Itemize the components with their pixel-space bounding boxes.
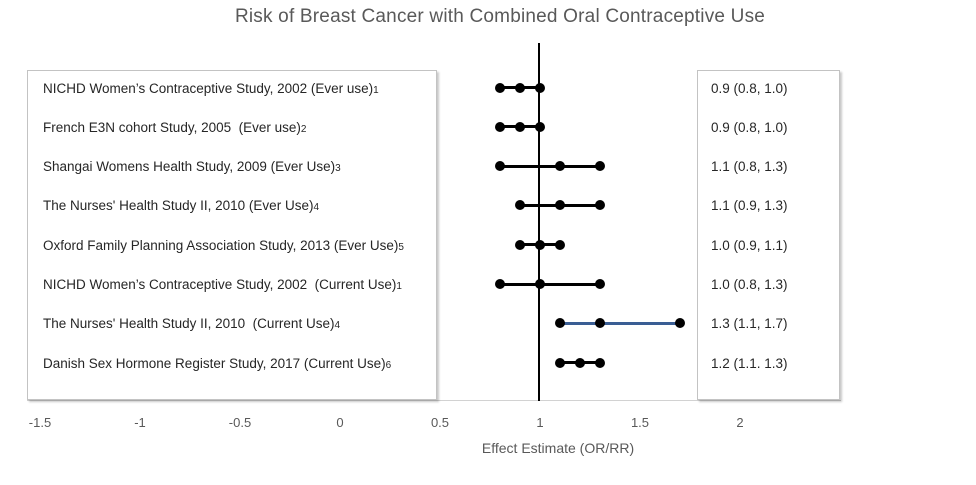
ci-dot bbox=[555, 357, 565, 368]
ci-dot bbox=[515, 82, 525, 93]
x-tick-label: 1.5 bbox=[630, 415, 650, 430]
ci-dot bbox=[555, 161, 565, 172]
study-label: NICHD Women’s Contraceptive Study, 2002 … bbox=[43, 79, 379, 99]
study-ref-number: 4 bbox=[334, 320, 341, 332]
ci-dot bbox=[595, 357, 605, 368]
study-label-text: French E3N cohort Study, 2005 (Ever use) bbox=[43, 119, 301, 135]
x-tick-label: -1 bbox=[134, 415, 146, 430]
ci-dot bbox=[555, 200, 565, 211]
ci-dot bbox=[555, 318, 565, 329]
study-label-text: NICHD Women’s Contraceptive Study, 2002 … bbox=[43, 277, 397, 292]
x-tick-label: 2 bbox=[736, 415, 744, 430]
ci-dot bbox=[535, 239, 545, 250]
x-axis-line bbox=[27, 400, 841, 401]
x-tick-label: -1.5 bbox=[28, 415, 52, 430]
study-ref-number: 5 bbox=[398, 241, 404, 253]
estimate-value: 0.9 (0.8, 1.0) bbox=[711, 80, 788, 96]
study-label: NICHD Women’s Contraceptive Study, 2002 … bbox=[43, 275, 402, 295]
study-label: Danish Sex Hormone Register Study, 2017 … bbox=[43, 354, 391, 374]
ci-dot bbox=[535, 121, 545, 132]
ci-dot bbox=[575, 357, 585, 368]
ci-dot bbox=[675, 318, 685, 329]
x-tick-label: -0.5 bbox=[228, 415, 252, 430]
estimate-value: 0.9 (0.8, 1.0) bbox=[711, 119, 788, 135]
ci-dot bbox=[595, 200, 605, 211]
study-ref-number: 3 bbox=[335, 163, 341, 175]
ci-dot bbox=[515, 239, 525, 250]
estimate-value: 1.0 (0.8, 1.3) bbox=[711, 277, 788, 292]
ci-dot bbox=[535, 82, 545, 93]
study-label-text: Danish Sex Hormone Register Study, 2017 … bbox=[43, 355, 386, 371]
study-label-text: The Nurses' Health Study II, 2010 (Ever … bbox=[43, 198, 314, 214]
study-label-text: NICHD Women’s Contraceptive Study, 2002 … bbox=[43, 80, 374, 96]
estimate-value: 1.3 (1.1, 1.7) bbox=[711, 316, 788, 332]
ci-dot bbox=[515, 121, 525, 132]
ci-dot bbox=[495, 121, 505, 132]
ci-dot bbox=[495, 82, 505, 93]
x-tick-label: 1 bbox=[536, 415, 544, 430]
study-label-text: Shangai Womens Health Study, 2009 (Ever … bbox=[43, 159, 336, 175]
estimate-value: 1.0 (0.9, 1.1) bbox=[711, 237, 788, 253]
ci-dot bbox=[595, 279, 605, 289]
study-label-text: Oxford Family Planning Association Study… bbox=[43, 237, 399, 253]
study-label: The Nurses' Health Study II, 2010 (Ever … bbox=[43, 196, 319, 216]
ci-dot bbox=[495, 279, 505, 289]
ci-dot bbox=[595, 161, 605, 172]
study-ref-number: 1 bbox=[396, 281, 402, 292]
estimate-value: 1.2 (1.1. 1.3) bbox=[711, 355, 788, 371]
study-ref-number: 4 bbox=[313, 202, 320, 214]
study-ref-number: 6 bbox=[385, 359, 392, 371]
study-label: Shangai Womens Health Study, 2009 (Ever … bbox=[43, 157, 341, 177]
x-tick-label: 0.5 bbox=[430, 415, 450, 430]
ci-line bbox=[560, 321, 680, 325]
estimates-box: 0.9 (0.8, 1.0) 0.9 (0.8, 1.0) 1.1 (0.8, 1.… bbox=[697, 70, 840, 400]
estimate-value: 1.1 (0.8, 1.3) bbox=[711, 159, 788, 175]
chart-title: Risk of Breast Cancer with Combined Oral… bbox=[234, 6, 766, 27]
x-axis-title: Effect Estimate (OR/RR) bbox=[481, 440, 635, 456]
ci-dot bbox=[555, 239, 565, 250]
ci-line bbox=[500, 164, 600, 168]
ci-dot bbox=[595, 318, 605, 329]
ci-dot bbox=[515, 200, 525, 211]
study-labels-box: NICHD Women’s Contraceptive Study, 2002 … bbox=[27, 70, 437, 400]
x-tick-label: 0 bbox=[336, 415, 344, 430]
study-label: Oxford Family Planning Association Study… bbox=[43, 236, 404, 256]
ci-dot bbox=[495, 161, 505, 172]
estimate-value: 1.1 (0.9, 1.3) bbox=[711, 198, 788, 214]
study-ref-number: 1 bbox=[373, 84, 379, 96]
study-ref-number: 2 bbox=[300, 123, 307, 135]
study-label: The Nurses' Health Study II, 2010 (Curre… bbox=[43, 314, 340, 334]
reference-line bbox=[538, 43, 540, 401]
study-label-text: The Nurses' Health Study II, 2010 (Curre… bbox=[43, 316, 335, 332]
ci-line bbox=[500, 282, 600, 286]
study-label: French E3N cohort Study, 2005 (Ever use)… bbox=[43, 118, 306, 138]
ci-dot bbox=[535, 279, 545, 289]
